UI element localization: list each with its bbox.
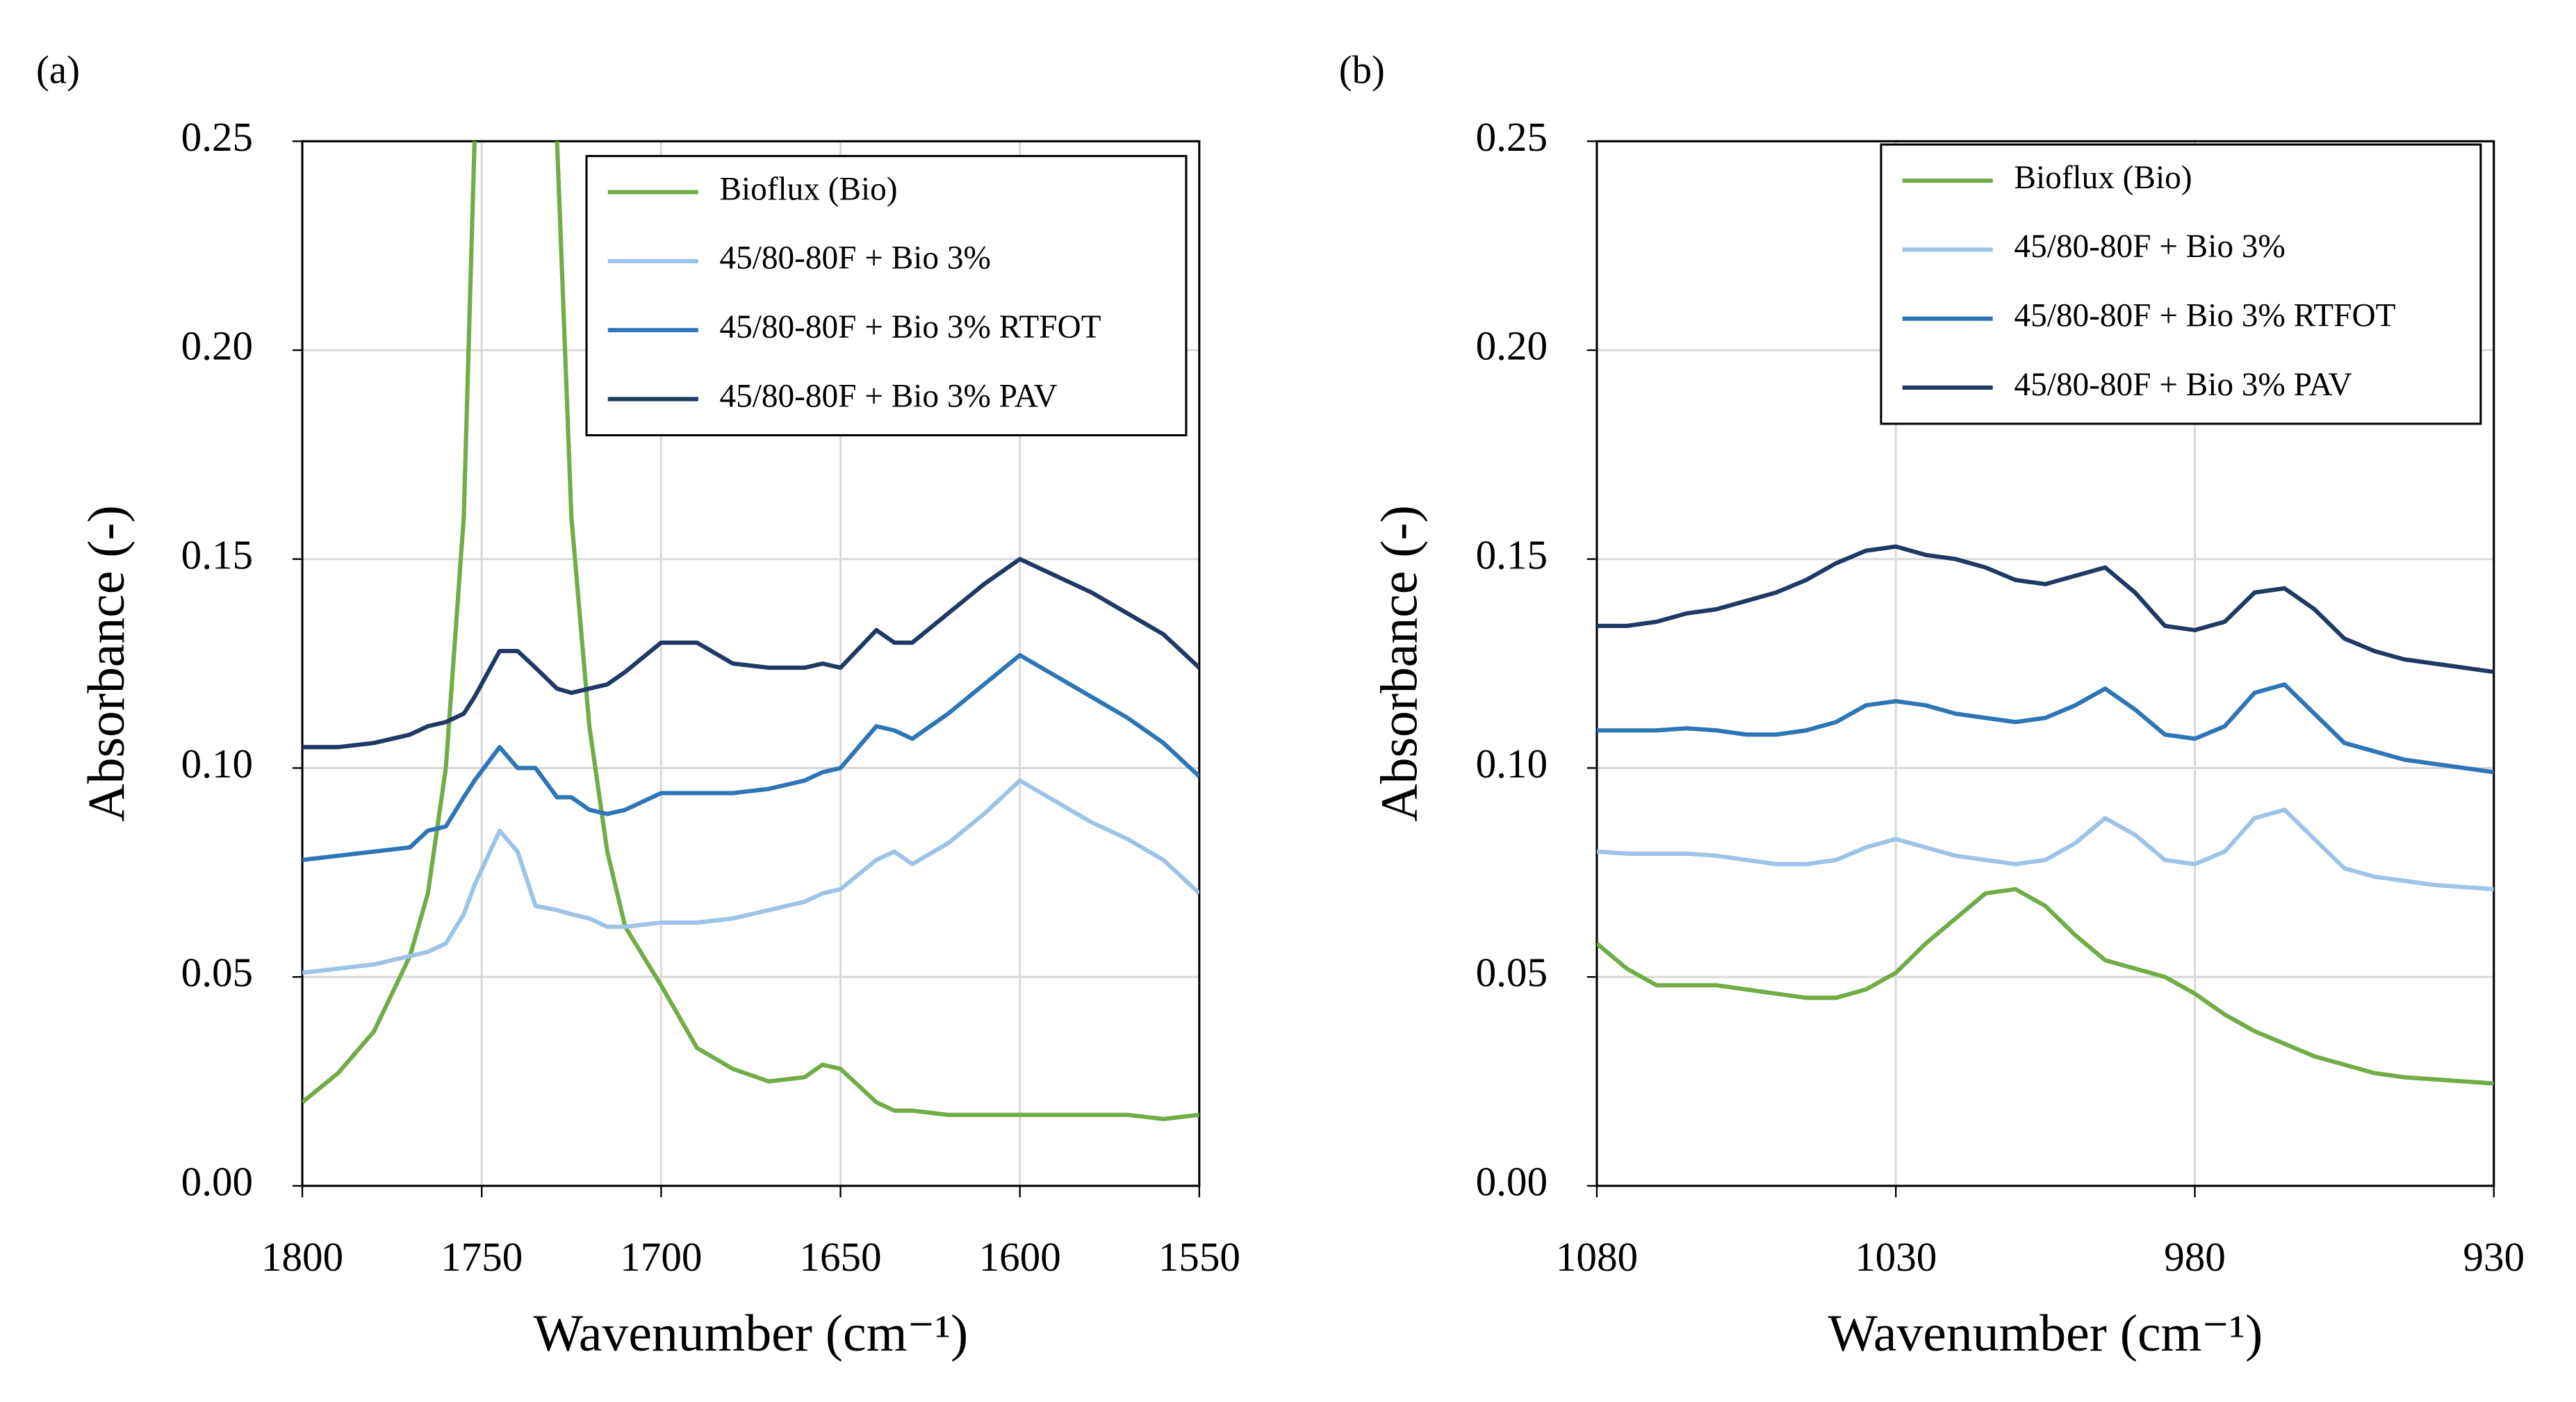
legend-text: 45/80-80F + Bio 3% RTFOT [2014, 297, 2395, 333]
legend-text: 45/80-80F + Bio 3% RTFOT [720, 309, 1101, 345]
y-tick-label: 0.20 [1476, 323, 1548, 369]
plot-lines [1596, 544, 2494, 1086]
legend-box [1880, 143, 2482, 425]
x-tick-label: 1550 [1158, 1234, 1240, 1280]
x-axis-label: Wavenumber (cm⁻¹) [534, 1305, 969, 1362]
x-tick-label: 930 [2463, 1234, 2525, 1280]
y-tick-label: 0.10 [181, 741, 253, 786]
plot-frame [301, 140, 1201, 1187]
y-tick-label: 0.00 [181, 1158, 253, 1204]
series-line [1596, 544, 2494, 675]
x-axis-label: Wavenumber (cm⁻¹) [1828, 1305, 2263, 1362]
y-tick-label: 0.05 [181, 950, 253, 996]
series-line [302, 652, 1199, 862]
x-tick-label: 1700 [620, 1234, 702, 1280]
panel-label: (b) [1339, 48, 1385, 92]
series-line [302, 141, 477, 1104]
y-tick-label: 0.00 [1476, 1158, 1548, 1204]
y-tick-label: 0.25 [181, 114, 253, 160]
x-tick-label: 1030 [1855, 1234, 1937, 1280]
series-line [555, 141, 1199, 1121]
y-tick-label: 0.15 [181, 531, 253, 577]
y-axis-label: Absorbance (-) [1371, 505, 1429, 822]
y-tick-label: 0.10 [1476, 741, 1548, 786]
y-tick-label: 0.20 [181, 323, 253, 369]
x-tick-label: 1600 [979, 1234, 1061, 1280]
legend-text: 45/80-80F + Bio 3% PAV [720, 378, 1058, 414]
series-line [1596, 682, 2494, 775]
x-tick-label: 1080 [1556, 1234, 1638, 1280]
legend-text: 45/80-80F + Bio 3% [720, 240, 991, 277]
y-tick-label: 0.25 [1476, 114, 1548, 160]
plot-frame [1595, 140, 2495, 1187]
series-line [1596, 807, 2494, 891]
x-tick-label: 1650 [799, 1234, 881, 1280]
x-tick-label: 1800 [261, 1234, 343, 1280]
x-tick-label: 1750 [441, 1234, 523, 1280]
legend-text: 45/80-80F + Bio 3% [2014, 229, 2285, 265]
panel-label: (a) [36, 48, 80, 92]
x-tick-label: 980 [2164, 1234, 2226, 1280]
series-line [1596, 886, 2494, 1086]
y-tick-label: 0.15 [1476, 531, 1548, 577]
series-line [302, 778, 1199, 975]
legend-text: Bioflux (Bio) [720, 171, 898, 207]
plot-lines [302, 141, 1199, 1121]
legend-box [585, 155, 1188, 437]
series-line [302, 556, 1199, 750]
y-tick-label: 0.05 [1476, 950, 1548, 996]
legend-text: Bioflux (Bio) [2014, 160, 2192, 196]
legend-text: 45/80-80F + Bio 3% PAV [2014, 367, 2352, 403]
y-axis-label: Absorbance (-) [78, 505, 136, 822]
